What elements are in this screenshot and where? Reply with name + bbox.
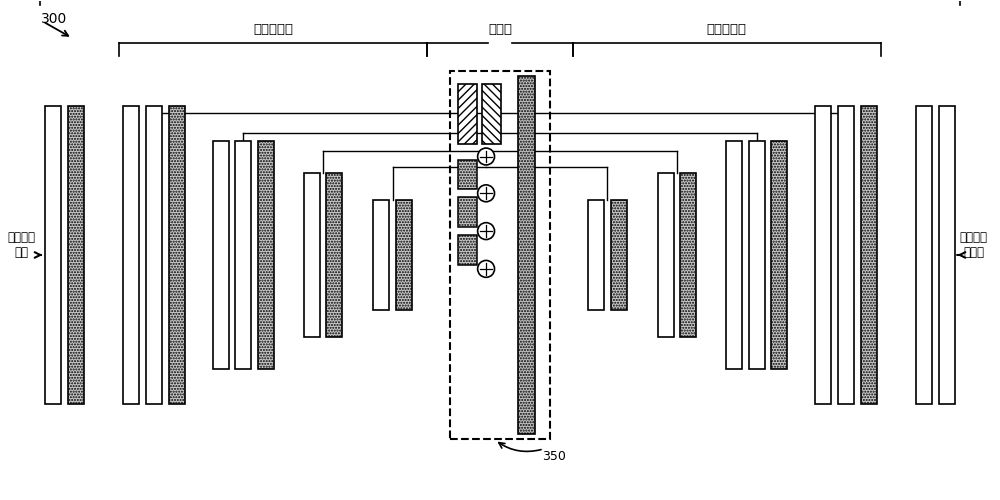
Bar — [258, 140, 274, 370]
Text: 弱光数字
图像: 弱光数字 图像 — [8, 231, 36, 259]
Bar — [611, 200, 627, 310]
Bar — [235, 140, 251, 370]
Bar — [916, 106, 932, 404]
Text: 350: 350 — [542, 450, 566, 464]
Bar — [68, 106, 84, 404]
Bar — [815, 106, 831, 404]
Bar — [123, 106, 139, 404]
Bar — [326, 173, 342, 337]
Bar — [458, 160, 477, 190]
Text: 升尺度阶段: 升尺度阶段 — [707, 23, 747, 36]
Text: 结果的数
字图像: 结果的数 字图像 — [959, 231, 987, 259]
Bar — [939, 106, 955, 404]
Circle shape — [478, 148, 495, 165]
Bar — [771, 140, 787, 370]
Bar — [749, 140, 765, 370]
Text: 瓶颈处: 瓶颈处 — [488, 23, 512, 36]
Bar — [373, 200, 389, 310]
Bar — [146, 106, 162, 404]
Text: 降采样阶段: 降采样阶段 — [253, 23, 293, 36]
Bar — [518, 76, 535, 434]
Bar — [213, 140, 229, 370]
Bar — [458, 235, 477, 265]
Bar — [169, 106, 185, 404]
Bar — [396, 200, 412, 310]
Bar — [458, 84, 477, 144]
Bar — [482, 84, 501, 144]
Bar — [304, 173, 320, 337]
Circle shape — [478, 260, 495, 278]
Bar — [45, 106, 61, 404]
Bar — [658, 173, 674, 337]
Bar — [450, 71, 550, 439]
Bar — [726, 140, 742, 370]
Bar — [458, 198, 477, 227]
Bar — [680, 173, 696, 337]
Bar — [588, 200, 604, 310]
Bar — [838, 106, 854, 404]
Text: 300: 300 — [41, 12, 67, 26]
Bar — [861, 106, 877, 404]
Circle shape — [478, 185, 495, 202]
Circle shape — [478, 222, 495, 240]
